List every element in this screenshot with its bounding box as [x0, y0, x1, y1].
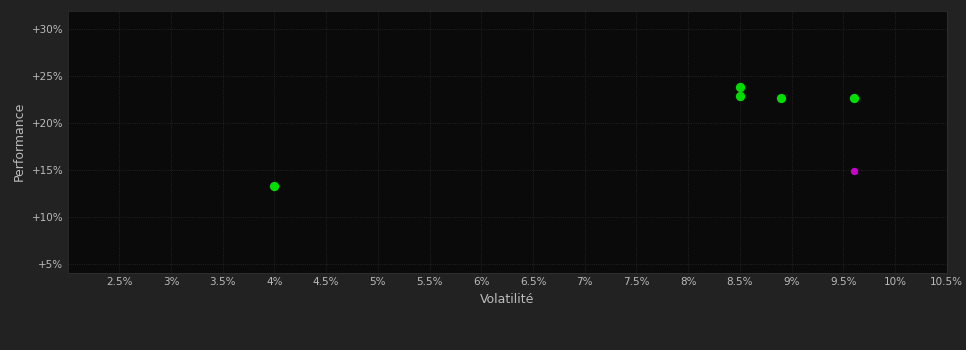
- Point: [846, 95, 862, 100]
- Y-axis label: Performance: Performance: [14, 102, 26, 181]
- Point: [732, 93, 748, 99]
- Point: [846, 168, 862, 174]
- Point: [267, 183, 282, 189]
- X-axis label: Volatilité: Volatilité: [480, 293, 534, 306]
- Point: [732, 85, 748, 90]
- Point: [774, 95, 789, 100]
